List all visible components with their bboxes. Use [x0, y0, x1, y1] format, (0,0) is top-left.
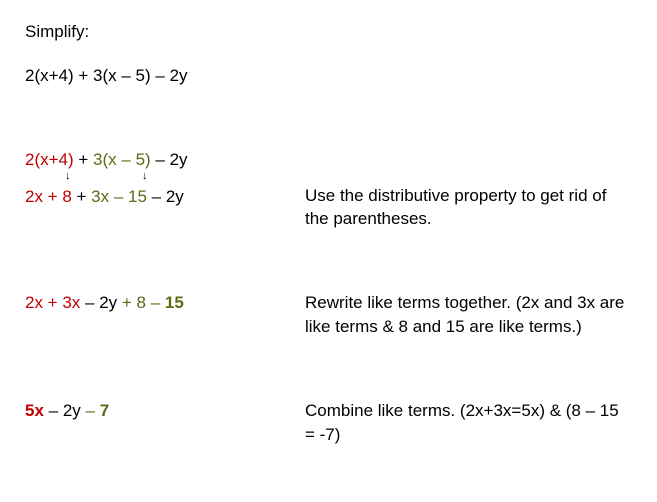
- op: +: [72, 187, 91, 206]
- op: +: [74, 150, 93, 169]
- term-olive: 3x – 15: [91, 187, 147, 206]
- step2-row: 2x + 3x – 2y + 8 – 15 Rewrite like terms…: [25, 291, 632, 339]
- term-red: 2x + 3x: [25, 293, 80, 312]
- term-olive-bold: 7: [100, 401, 109, 420]
- title: Simplify:: [25, 20, 632, 44]
- step3-expression: 5x – 2y – 7: [25, 399, 305, 423]
- down-arrow-icon: ↓: [142, 171, 148, 182]
- term-red: 2(x+4): [25, 150, 74, 169]
- step1-row: 2(x+4) + 3(x – 5) – 2y ↓ ↓ 2x + 8 + 3x –…: [25, 148, 632, 232]
- step2-explain: Rewrite like terms together. (2x and 3x …: [305, 291, 632, 339]
- down-arrow-icon: ↓: [65, 171, 71, 182]
- step2-expression: 2x + 3x – 2y + 8 – 15: [25, 291, 305, 315]
- op-olive: –: [146, 293, 165, 312]
- term-black: – 2y: [147, 187, 184, 206]
- arrow-row: ↓ ↓: [25, 171, 305, 185]
- op-olive: +: [117, 293, 136, 312]
- op-olive: –: [81, 401, 100, 420]
- term-black: – 2y: [80, 293, 117, 312]
- term-red-bold: 5x: [25, 401, 44, 420]
- step1-expressions: 2(x+4) + 3(x – 5) – 2y ↓ ↓ 2x + 8 + 3x –…: [25, 148, 305, 210]
- step1-line1: 2(x+4) + 3(x – 5) – 2y: [25, 148, 305, 172]
- term-olive-bold: 15: [165, 293, 184, 312]
- term-black: – 2y: [151, 150, 188, 169]
- term-black: – 2y: [44, 401, 81, 420]
- step3-explain: Combine like terms. (2x+3x=5x) & (8 – 15…: [305, 399, 632, 447]
- step3-row: 5x – 2y – 7 Combine like terms. (2x+3x=5…: [25, 399, 632, 447]
- step1-explain: Use the distributive property to get rid…: [305, 148, 632, 232]
- problem-expression: 2(x+4) + 3(x – 5) – 2y: [25, 64, 632, 88]
- step1-line2: 2x + 8 + 3x – 15 – 2y: [25, 185, 305, 209]
- term-red: 2x + 8: [25, 187, 72, 206]
- term-olive: 3(x – 5): [93, 150, 151, 169]
- term-olive: 8: [137, 293, 146, 312]
